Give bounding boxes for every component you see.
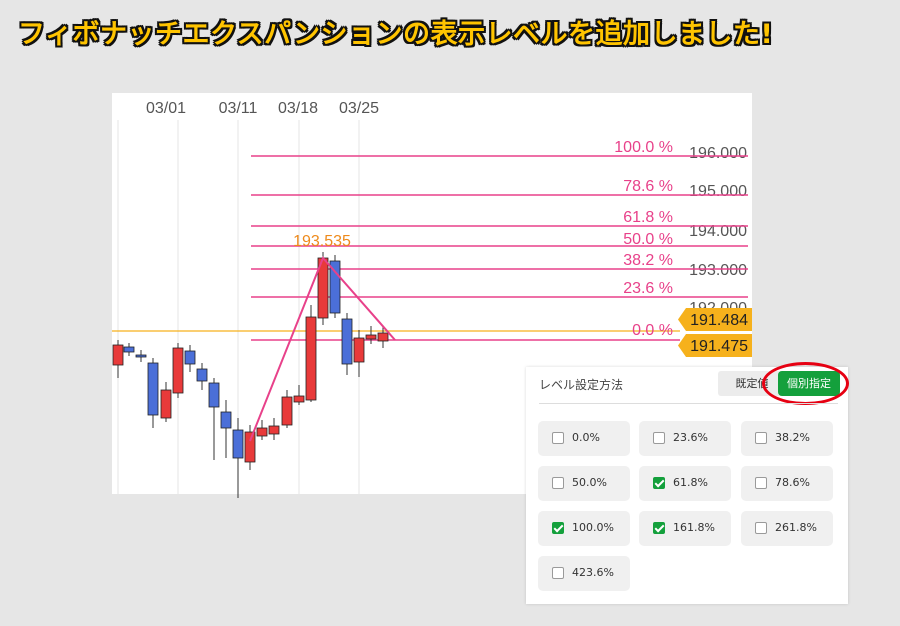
level-option-61.8[interactable]: 61.8%: [639, 466, 731, 501]
fib-level-label: 78.6 %: [623, 178, 673, 195]
price-axis-label: 194.000: [689, 223, 747, 240]
fib-level-label: 0.0 %: [632, 322, 673, 339]
level-settings-panel: レベル設定方法 既定値 個別指定 0.0% 23.6% 38.2% 50.0% …: [526, 362, 849, 604]
checkbox-checked[interactable]: [552, 522, 564, 534]
checkbox[interactable]: [755, 477, 767, 489]
level-option-label: 23.6%: [673, 431, 708, 444]
checkbox[interactable]: [552, 477, 564, 489]
price-axis-label: 193.000: [689, 262, 747, 279]
level-option-label: 38.2%: [775, 431, 810, 444]
current-price-tag: [678, 308, 752, 331]
price-axis-label: 195.000: [689, 183, 747, 200]
individual-setting-button[interactable]: 個別指定: [778, 371, 840, 396]
level-option-label: 161.8%: [673, 521, 715, 534]
fib-level-label: 38.2 %: [623, 252, 673, 269]
checkbox[interactable]: [755, 432, 767, 444]
base-price-value: 191.475: [690, 338, 748, 355]
checkbox-checked[interactable]: [653, 522, 665, 534]
peak-price-label: 193.535: [293, 233, 351, 250]
current-price-value: 191.484: [690, 312, 748, 329]
base-price-tag: [678, 334, 752, 357]
level-option-161.8[interactable]: 161.8%: [639, 511, 731, 546]
level-option-100.0[interactable]: 100.0%: [538, 511, 630, 546]
checkbox[interactable]: [755, 522, 767, 534]
fib-expansion-lines[interactable]: [249, 256, 396, 442]
level-option-38.2[interactable]: 38.2%: [741, 421, 833, 456]
date-label: 03/01: [146, 100, 186, 117]
panel-divider: [539, 403, 838, 404]
level-option-261.8[interactable]: 261.8%: [741, 511, 833, 546]
fib-level-label: 61.8 %: [623, 209, 673, 226]
candlesticks: [112, 252, 389, 498]
level-option-label: 261.8%: [775, 521, 817, 534]
date-label: 03/11: [219, 100, 258, 117]
page-headline: フィボナッチエクスパンションの表示レベルを追加しました!: [18, 19, 774, 50]
level-option-label: 78.6%: [775, 476, 810, 489]
level-option-label: 0.0%: [572, 431, 600, 444]
level-option-423.6[interactable]: 423.6%: [538, 556, 630, 591]
fib-level-label: 50.0 %: [623, 231, 673, 248]
checkbox-checked[interactable]: [653, 477, 665, 489]
panel-title: レベル設定方法: [539, 378, 624, 392]
level-option-label: 100.0%: [572, 521, 614, 534]
level-option-50.0[interactable]: 50.0%: [538, 466, 630, 501]
date-label: 03/18: [278, 100, 318, 117]
fib-level-label: 100.0 %: [614, 139, 673, 156]
checkbox[interactable]: [653, 432, 665, 444]
level-option-23.6[interactable]: 23.6%: [639, 421, 731, 456]
level-option-label: 423.6%: [572, 566, 614, 579]
level-option-label: 50.0%: [572, 476, 607, 489]
level-option-0.0[interactable]: 0.0%: [538, 421, 630, 456]
checkbox[interactable]: [552, 432, 564, 444]
level-option-78.6[interactable]: 78.6%: [741, 466, 833, 501]
checkbox[interactable]: [552, 567, 564, 579]
level-option-label: 61.8%: [673, 476, 708, 489]
date-label: 03/25: [339, 100, 379, 117]
fib-level-label: 23.6 %: [623, 280, 673, 297]
default-values-button[interactable]: 既定値: [718, 371, 786, 396]
price-axis-label: 196.000: [689, 145, 747, 162]
